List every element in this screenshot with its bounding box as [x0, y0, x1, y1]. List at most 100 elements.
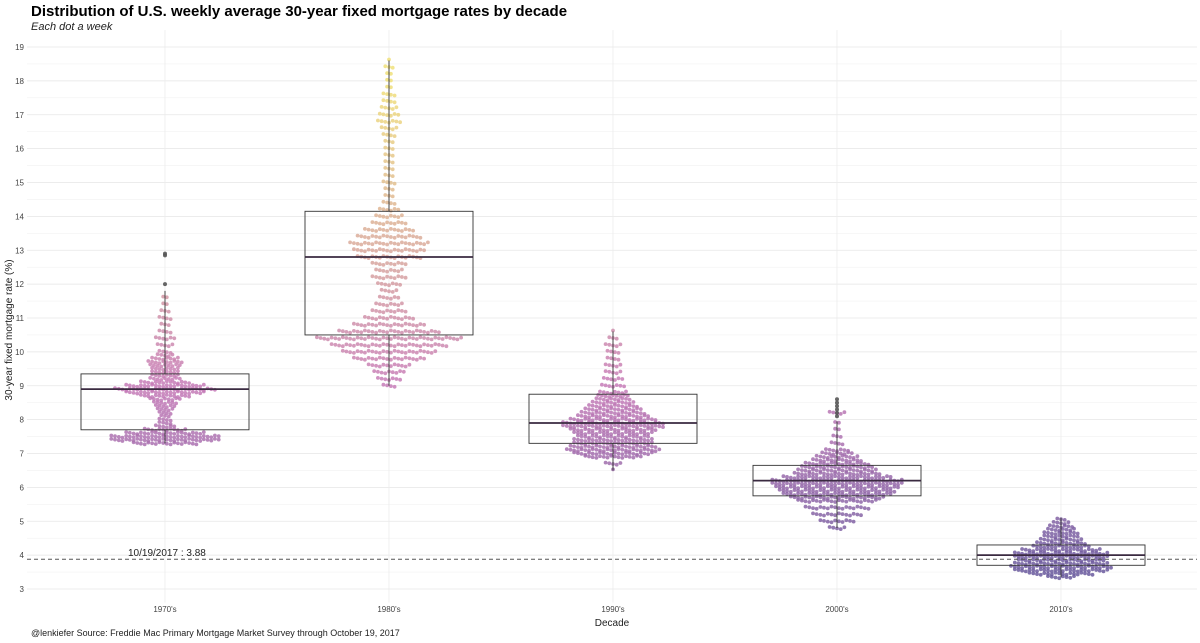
data-point: [403, 221, 408, 226]
data-point: [579, 409, 584, 414]
data-point: [426, 240, 430, 245]
data-point: [576, 433, 580, 438]
data-point: [814, 453, 819, 458]
data-point: [150, 434, 155, 438]
data-point: [837, 471, 841, 476]
data-point: [131, 431, 136, 436]
data-point: [131, 435, 136, 440]
data-point: [366, 344, 371, 349]
data-point: [616, 351, 621, 355]
data-point: [172, 391, 177, 396]
data-point: [616, 403, 621, 408]
data-point: [796, 486, 800, 490]
data-point: [403, 315, 408, 320]
data-point: [161, 368, 166, 372]
data-point: [161, 441, 166, 445]
data-point: [418, 329, 423, 334]
data-point: [848, 459, 852, 464]
data-point: [157, 328, 162, 333]
data-point: [377, 364, 382, 369]
data-point: [811, 489, 815, 493]
data-point: [1101, 562, 1106, 567]
data-point: [381, 241, 386, 246]
data-point: [1075, 572, 1080, 577]
data-point: [414, 328, 419, 333]
data-point: [1060, 534, 1065, 539]
data-point: [614, 462, 619, 467]
data-point: [374, 330, 378, 335]
data-point: [583, 410, 588, 415]
data-point: [396, 316, 401, 321]
data-point: [381, 199, 386, 204]
data-point: [389, 240, 393, 245]
data-point: [603, 369, 608, 373]
data-point: [164, 437, 169, 442]
data-point: [866, 475, 871, 480]
data-point: [385, 234, 389, 239]
data-point: [396, 112, 401, 117]
data-point: [851, 484, 856, 489]
data-point: [429, 351, 434, 355]
data-point: [444, 344, 449, 349]
data-point: [620, 438, 625, 443]
data-point: [844, 505, 849, 509]
data-point: [407, 342, 412, 346]
data-point: [811, 491, 815, 496]
data-point: [407, 329, 412, 334]
data-point: [198, 439, 203, 443]
data-point: [385, 180, 389, 185]
data-point: [1023, 569, 1028, 574]
data-point: [153, 366, 158, 371]
data-point: [176, 365, 180, 370]
data-point: [874, 486, 878, 490]
data-point: [157, 438, 162, 443]
data-point: [590, 455, 595, 460]
data-point: [451, 336, 456, 341]
data-point: [601, 390, 606, 395]
data-point: [390, 147, 395, 151]
data-point: [394, 288, 399, 293]
data-point: [172, 404, 177, 408]
data-point: [400, 229, 404, 233]
data-point: [885, 474, 889, 479]
data-point: [355, 233, 360, 238]
data-point: [576, 418, 580, 422]
data-point: [840, 475, 845, 480]
data-point: [383, 126, 388, 130]
data-point: [1086, 547, 1091, 552]
data-point: [392, 262, 397, 267]
data-point: [194, 431, 199, 436]
data-point: [1046, 558, 1050, 562]
data-point: [396, 260, 401, 265]
data-point: [389, 315, 393, 319]
data-point: [833, 459, 837, 463]
data-point: [613, 397, 617, 402]
data-point: [396, 269, 401, 274]
data-point: [187, 437, 192, 441]
data-point: [161, 336, 166, 341]
data-point: [383, 166, 388, 170]
data-point: [407, 241, 412, 246]
data-point: [1064, 541, 1069, 545]
y-tick-label: 17: [15, 111, 24, 120]
data-point: [396, 303, 401, 307]
data-point: [855, 487, 860, 492]
data-point: [170, 342, 175, 347]
chart-caption: @lenkiefer Source: Freddie Mac Primary M…: [31, 628, 400, 638]
data-point: [877, 489, 882, 494]
data-point: [833, 465, 837, 470]
y-tick-label: 7: [20, 450, 25, 459]
data-point: [127, 430, 132, 435]
data-point: [811, 457, 815, 462]
data-point: [840, 512, 845, 516]
data-point: [1057, 538, 1062, 542]
data-point: [635, 452, 639, 457]
data-point: [170, 364, 175, 368]
data-point: [598, 405, 602, 409]
data-point: [194, 435, 199, 439]
data-point: [387, 283, 391, 288]
data-point: [385, 248, 389, 253]
data-point: [422, 342, 426, 347]
data-point: [818, 469, 823, 473]
data-point: [829, 476, 834, 480]
